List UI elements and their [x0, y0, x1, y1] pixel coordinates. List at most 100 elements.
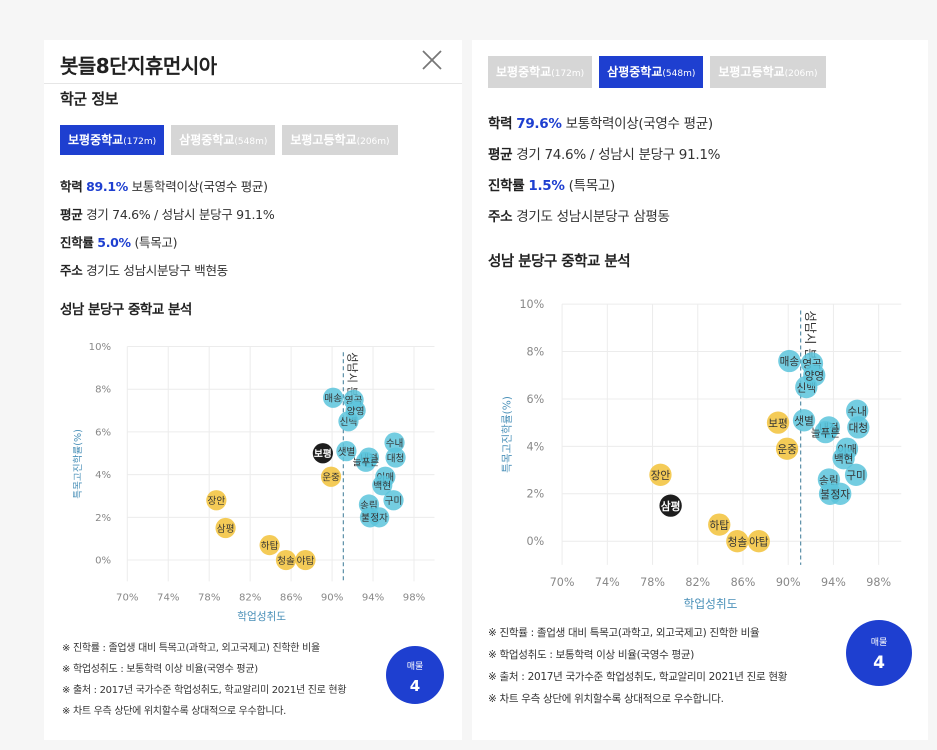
x-tick-label: 86%	[731, 576, 756, 589]
listing-label: 매물	[870, 638, 888, 648]
academic-label: 학력	[488, 116, 513, 132]
bubble-label: 매송	[324, 394, 342, 405]
tab-distance: (548m)	[234, 137, 268, 147]
bubble	[372, 475, 393, 496]
note-achievement: ※ 학업성취도 : 보통학력 이상 비율(국영수 평균)	[62, 664, 258, 675]
y-tick-label: 10%	[89, 342, 112, 353]
bubble	[726, 530, 749, 553]
bubble-label: 장안	[651, 470, 671, 482]
bubble	[747, 530, 770, 553]
bubble-label: 장안	[208, 496, 226, 507]
tab-bopyeong-middle[interactable]: 보평중학교(172m)	[488, 56, 593, 88]
tab-bopyeong-middle[interactable]: 보평중학교(172m)	[60, 125, 165, 155]
bubble-label: 대청	[849, 423, 869, 435]
tab-label: 보평중학교	[496, 65, 552, 79]
bubble-label: 청솔	[728, 536, 748, 548]
bubble	[649, 463, 672, 486]
header-divider	[44, 83, 462, 84]
y-tick-label: 0%	[95, 556, 111, 567]
tab-distance: (548m)	[662, 69, 696, 79]
x-tick-label: 70%	[116, 593, 139, 604]
bubble	[844, 463, 868, 486]
y-tick-label: 4%	[527, 440, 545, 453]
note-advance-rate: ※ 진학률 : 졸업생 대비 특목고(과학고, 외고국제고) 진학한 비율	[488, 627, 760, 639]
avg-label: 평균	[60, 207, 83, 222]
bubble	[259, 534, 280, 556]
bubble-label: 청솔	[277, 556, 295, 567]
tab-distance: (206m)	[784, 69, 818, 79]
bubble	[336, 441, 357, 462]
x-tick-label: 94%	[362, 593, 385, 604]
scatter-chart: 70% 74% 78% 82% 86% 90% 94% 98% 0% 2% 4% 6% 8% 10% 학업성…	[502, 298, 902, 610]
academic-label: 학력	[60, 179, 83, 194]
bubble	[312, 443, 333, 464]
bubble-label: 구미	[385, 496, 403, 507]
analysis-title: 성남 분당구 중학교 분석	[60, 302, 192, 318]
tab-label: 삼평중학교	[179, 133, 235, 147]
y-tick-label: 10%	[519, 298, 544, 311]
tab-label: 보평고등학교	[290, 133, 357, 147]
listing-count-button[interactable]: 매물 4	[846, 620, 912, 686]
bubble	[778, 349, 801, 373]
tab-sampyeong-middle[interactable]: 삼평중학교(548m)	[171, 125, 276, 155]
bubble	[766, 411, 790, 434]
bubble	[295, 549, 316, 571]
school-info: 학력 79.6% 보통학력이상(국영수 평균) 평균 경기 74.6% / 성남…	[488, 112, 720, 236]
listing-count-button[interactable]: 매물 4	[386, 646, 444, 704]
info-average: 평균 경기 74.6% / 성남시 분당구 91.1%	[488, 143, 720, 174]
bubble-label: 정자	[370, 513, 388, 524]
info-average: 평균 경기 74.6% / 성남시 분당구 91.1%	[60, 204, 275, 232]
y-tick-label: 4%	[95, 470, 111, 481]
close-icon[interactable]	[420, 48, 444, 72]
bubble	[322, 387, 344, 408]
note-achievement: ※ 학업성취도 : 보통학력 이상 비율(국영수 평균)	[488, 649, 695, 661]
info-address: 주소 경기도 성남시분당구 백현동	[60, 260, 274, 288]
chart-notes: ※ 진학률 : 졸업생 대비 특목고(과학고, 외고국제고) 진학한 비율 ※ …	[62, 638, 347, 722]
listing-count: 4	[409, 677, 421, 695]
apartment-title: 봇들8단지휴먼시아	[60, 54, 217, 78]
bubble	[792, 409, 816, 432]
bubble	[803, 364, 826, 387]
listing-label: 매물	[406, 662, 424, 672]
address-desc: 경기도 성남시분당구 삼평동	[516, 209, 670, 225]
section-title-school-district: 학군 정보	[60, 90, 118, 108]
bubble	[345, 400, 366, 421]
x-tick-label: 98%	[866, 576, 891, 589]
bubble	[814, 420, 837, 444]
x-tick-label: 78%	[640, 576, 665, 589]
info-academic: 학력 79.6% 보통학력이상(국영수 평균)	[488, 112, 720, 143]
bubble-label: 야탑	[749, 535, 769, 548]
bubble	[846, 399, 869, 422]
x-tick-label: 70%	[550, 576, 575, 589]
bubble	[215, 517, 236, 539]
y-tick-label: 6%	[527, 393, 545, 406]
advance-label: 진학률	[488, 178, 525, 194]
y-tick-label: 8%	[527, 345, 545, 358]
tab-bopyeong-high[interactable]: 보평고등학교(206m)	[710, 56, 826, 88]
bubble-label: 보평	[314, 448, 332, 460]
bubble-label: 늘푸른	[353, 458, 380, 469]
bubble-label: 백현	[834, 453, 854, 465]
x-tick-label: 82%	[239, 593, 262, 604]
avg-desc: 경기 74.6% / 성남시 분당구 91.1%	[516, 147, 721, 163]
y-tick-label: 0%	[527, 535, 545, 548]
info-advance: 진학률 5.0% (특목고)	[60, 232, 274, 260]
school-info-panel-left: 봇들8단지휴먼시아 학군 정보 보평중학교(172m) 삼평중학교(548m) …	[44, 40, 462, 740]
bubble	[847, 416, 870, 439]
note-source: ※ 출처 : 2017년 국가수준 학업성취도, 학교알리미 2021년 진로 …	[488, 671, 788, 683]
bubble-label: 운중	[777, 444, 797, 456]
bubble-label: 백현	[373, 481, 391, 492]
bubble-label: 늘푸른	[811, 427, 840, 439]
listing-count: 4	[873, 653, 885, 673]
bubble	[383, 490, 404, 511]
school-tabs: 보평중학교(172m) 삼평중학교(548m) 보평고등학교(206m)	[488, 56, 826, 88]
bubble-label: 삼평	[661, 500, 681, 513]
tab-label: 보평고등학교	[718, 65, 785, 79]
academic-value: 79.6%	[516, 116, 562, 132]
bubble-label: 보평	[768, 418, 788, 430]
bubble	[708, 513, 731, 536]
tab-bopyeong-high[interactable]: 보평고등학교(206m)	[282, 125, 398, 155]
info-academic: 학력 89.1% 보통학력이상(국영수 평균)	[60, 176, 274, 204]
bubble-label: 매송	[780, 356, 800, 368]
tab-sampyeong-middle[interactable]: 삼평중학교(548m)	[599, 56, 704, 88]
